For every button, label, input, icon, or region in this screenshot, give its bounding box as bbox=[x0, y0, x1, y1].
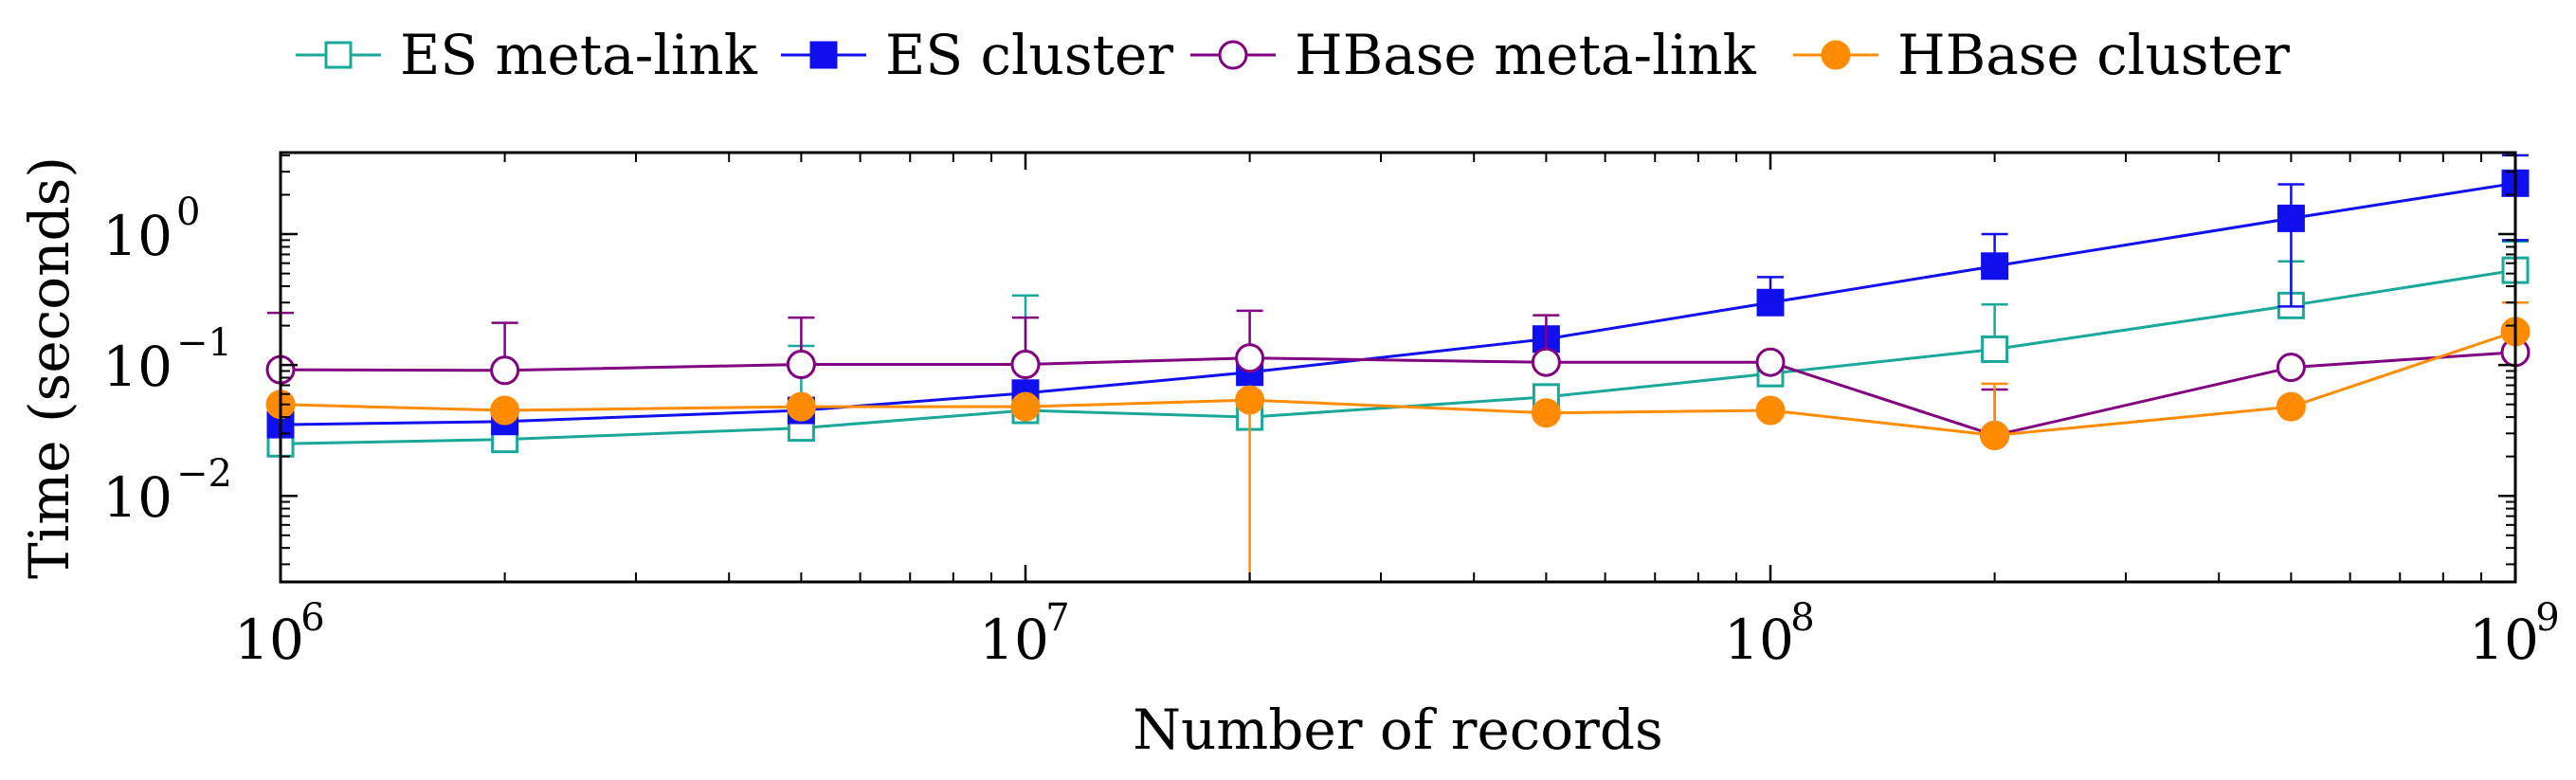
legend-label: HBase cluster bbox=[1897, 23, 2290, 87]
y-tick-exponent: −2 bbox=[176, 452, 232, 496]
series-es-cluster bbox=[266, 154, 2530, 439]
data-point bbox=[1531, 347, 1561, 377]
legend-entry-hbase-cluster: HBase cluster bbox=[1793, 23, 2290, 87]
data-point bbox=[1981, 335, 2009, 363]
data-point bbox=[1010, 350, 1041, 380]
data-point bbox=[786, 391, 816, 422]
legend-entry-hbase-meta-link: HBase meta-link bbox=[1190, 23, 1757, 87]
y-tick-label: 10 bbox=[102, 335, 172, 399]
data-point bbox=[1235, 385, 1265, 415]
data-point bbox=[1531, 398, 1561, 428]
x-tick-exponent: 9 bbox=[2535, 596, 2559, 640]
x-tick-label: 10 bbox=[979, 608, 1049, 672]
data-point bbox=[1981, 252, 2009, 281]
legend-label: HBase meta-link bbox=[1295, 23, 1757, 87]
legend-swatch-marker bbox=[1821, 40, 1851, 70]
x-axis-label: Number of records bbox=[1133, 698, 1663, 762]
x-tick-label: 10 bbox=[1724, 608, 1794, 672]
x-tick-exponent: 8 bbox=[1790, 596, 1814, 640]
series-line bbox=[280, 330, 2516, 437]
data-point bbox=[2276, 353, 2306, 383]
y-tick-label: 10 bbox=[102, 204, 172, 268]
x-tick-label: 10 bbox=[234, 608, 304, 672]
y-tick-label: 10 bbox=[102, 465, 172, 530]
y-axis-label: Time (seconds) bbox=[17, 156, 82, 579]
data-point bbox=[490, 355, 520, 386]
data-point bbox=[2277, 204, 2305, 232]
plot-frame bbox=[279, 151, 2517, 584]
x-tick-exponent: 6 bbox=[300, 596, 324, 640]
series-layer bbox=[265, 154, 2531, 584]
data-point bbox=[1755, 347, 1786, 377]
data-point bbox=[786, 350, 816, 380]
data-point bbox=[1756, 288, 1785, 317]
x-tick-exponent: 7 bbox=[1045, 596, 1069, 640]
series-hbase-cluster bbox=[265, 301, 2531, 584]
legend: ES meta-link ES cluster HBase meta-link HBa… bbox=[296, 23, 2290, 87]
legend-swatch-marker bbox=[809, 41, 838, 69]
data-point bbox=[1755, 395, 1786, 426]
series-hbase-meta-link bbox=[265, 309, 2531, 450]
y-tick-exponent: 0 bbox=[176, 190, 200, 234]
legend-swatch-marker bbox=[324, 41, 353, 69]
legend-swatch-marker bbox=[1218, 40, 1248, 70]
legend-label: ES meta-link bbox=[400, 23, 758, 87]
legend-entry-es-cluster: ES cluster bbox=[781, 23, 1173, 87]
data-point bbox=[2276, 391, 2306, 422]
x-tick-label: 10 bbox=[2469, 608, 2539, 672]
legend-label: ES cluster bbox=[885, 23, 1173, 87]
legend-entry-es-meta-link: ES meta-link bbox=[296, 23, 758, 87]
y-tick-exponent: −1 bbox=[176, 321, 232, 365]
data-point bbox=[1235, 343, 1265, 373]
series-line bbox=[280, 181, 2516, 426]
data-point bbox=[1980, 420, 2010, 450]
data-point bbox=[1010, 391, 1041, 422]
series-es-meta-link bbox=[266, 240, 2530, 458]
series-line bbox=[280, 351, 2516, 437]
data-point bbox=[490, 395, 520, 426]
